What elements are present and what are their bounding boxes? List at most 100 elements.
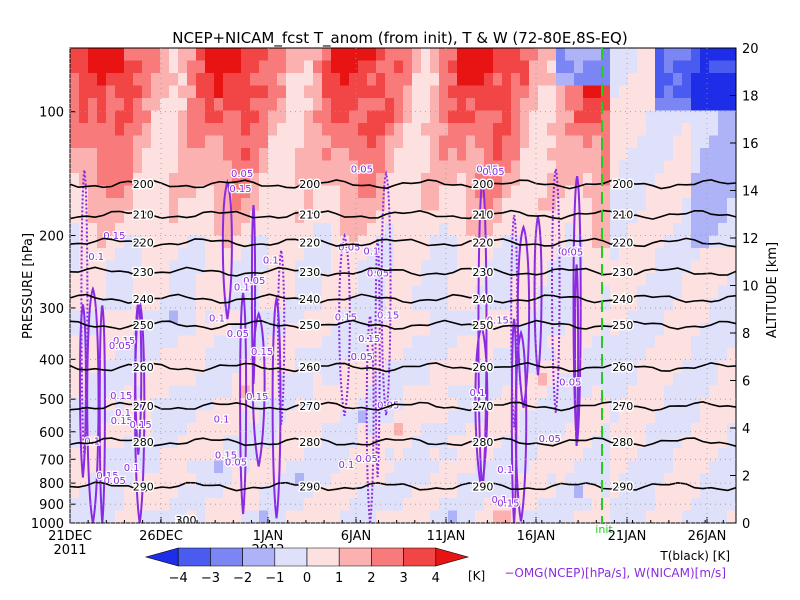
anomaly-cell xyxy=(583,173,593,187)
anomaly-cell xyxy=(538,198,548,212)
anomaly-cell xyxy=(340,123,350,137)
anomaly-cell xyxy=(403,60,413,74)
anomaly-cell xyxy=(259,98,269,112)
anomaly-cell xyxy=(511,185,521,199)
anomaly-cell xyxy=(88,273,98,287)
anomaly-cell xyxy=(718,360,728,374)
anomaly-cell xyxy=(286,185,296,199)
anomaly-cell xyxy=(106,373,116,387)
anomaly-cell xyxy=(232,448,242,462)
w-contour-label: 0.15 xyxy=(110,391,132,402)
anomaly-cell xyxy=(484,148,494,162)
anomaly-cell xyxy=(556,210,566,224)
anomaly-cell xyxy=(673,273,683,287)
anomaly-cell xyxy=(637,48,647,62)
anomaly-cell xyxy=(151,185,161,199)
anomaly-cell xyxy=(682,248,692,262)
anomaly-cell xyxy=(664,110,674,124)
anomaly-cell xyxy=(376,348,386,362)
anomaly-cell xyxy=(691,235,701,249)
anomaly-cell xyxy=(277,310,287,324)
anomaly-cell xyxy=(313,223,323,237)
anomaly-cell xyxy=(160,448,170,462)
w-contour-label: 0.1 xyxy=(470,388,486,399)
anomaly-cell xyxy=(619,348,629,362)
anomaly-cell xyxy=(187,48,197,62)
anomaly-cell xyxy=(700,123,710,137)
anomaly-cell xyxy=(358,73,368,87)
anomaly-cell xyxy=(628,510,638,523)
anomaly-cell xyxy=(196,510,206,523)
anomaly-cell xyxy=(376,460,386,474)
anomaly-cell xyxy=(421,335,431,349)
anomaly-cell xyxy=(79,485,89,499)
anomaly-cell xyxy=(286,423,296,437)
anomaly-cell xyxy=(313,60,323,74)
anomaly-cell xyxy=(403,473,413,487)
anomaly-cell xyxy=(151,85,161,99)
anomaly-cell xyxy=(421,323,431,337)
anomaly-cell xyxy=(340,235,350,249)
anomaly-cell xyxy=(484,435,494,449)
anomaly-cell xyxy=(727,160,736,174)
anomaly-cell xyxy=(430,448,440,462)
anomaly-cell xyxy=(70,485,80,499)
anomaly-cell xyxy=(439,173,449,187)
anomaly-cell xyxy=(322,148,332,162)
anomaly-cell xyxy=(565,148,575,162)
anomaly-cell xyxy=(97,273,107,287)
anomaly-cell xyxy=(340,448,350,462)
anomaly-cell xyxy=(187,423,197,437)
anomaly-cell xyxy=(313,385,323,399)
anomaly-cell xyxy=(196,485,206,499)
anomaly-cell xyxy=(178,485,188,499)
anomaly-cell xyxy=(655,273,665,287)
anomaly-cell xyxy=(367,498,377,512)
anomaly-cell xyxy=(583,198,593,212)
w-contour-label: 0.1 xyxy=(234,283,250,294)
anomaly-cell xyxy=(106,198,116,212)
anomaly-cell xyxy=(160,160,170,174)
anomaly-cell xyxy=(403,223,413,237)
anomaly-cell xyxy=(664,310,674,324)
anomaly-cell xyxy=(565,110,575,124)
anomaly-cell xyxy=(349,448,359,462)
anomaly-cell xyxy=(322,460,332,474)
w-contour-label: 0.15 xyxy=(103,231,125,242)
anomaly-cell xyxy=(214,135,224,149)
anomaly-cell xyxy=(304,460,314,474)
anomaly-cell xyxy=(169,110,179,124)
anomaly-cell xyxy=(691,448,701,462)
anomaly-cell xyxy=(169,60,179,74)
anomaly-cell xyxy=(637,310,647,324)
anomaly-cell xyxy=(331,135,341,149)
w-contour-label: 0.15 xyxy=(246,392,268,403)
anomaly-cell xyxy=(331,235,341,249)
anomaly-cell xyxy=(538,135,548,149)
anomaly-cell xyxy=(286,235,296,249)
anomaly-cell xyxy=(619,335,629,349)
anomaly-cell xyxy=(196,385,206,399)
anomaly-cell xyxy=(511,260,521,274)
anomaly-cell xyxy=(538,498,548,512)
anomaly-cell xyxy=(322,260,332,274)
anomaly-cell xyxy=(232,398,242,412)
anomaly-cell xyxy=(196,223,206,237)
anomaly-cell xyxy=(610,160,620,174)
anomaly-cell xyxy=(646,310,656,324)
anomaly-cell xyxy=(340,360,350,374)
anomaly-cell xyxy=(106,335,116,349)
anomaly-cell xyxy=(601,260,611,274)
anomaly-cell xyxy=(412,460,422,474)
anomaly-cell xyxy=(709,285,719,299)
anomaly-cell xyxy=(331,60,341,74)
anomaly-cell xyxy=(88,298,98,312)
anomaly-cell xyxy=(196,398,206,412)
anomaly-cell xyxy=(187,398,197,412)
anomaly-cell xyxy=(664,373,674,387)
anomaly-cell xyxy=(619,235,629,249)
anomaly-cell xyxy=(259,485,269,499)
anomaly-cell xyxy=(502,485,512,499)
anomaly-cell xyxy=(205,310,215,324)
anomaly-cell xyxy=(493,73,503,87)
